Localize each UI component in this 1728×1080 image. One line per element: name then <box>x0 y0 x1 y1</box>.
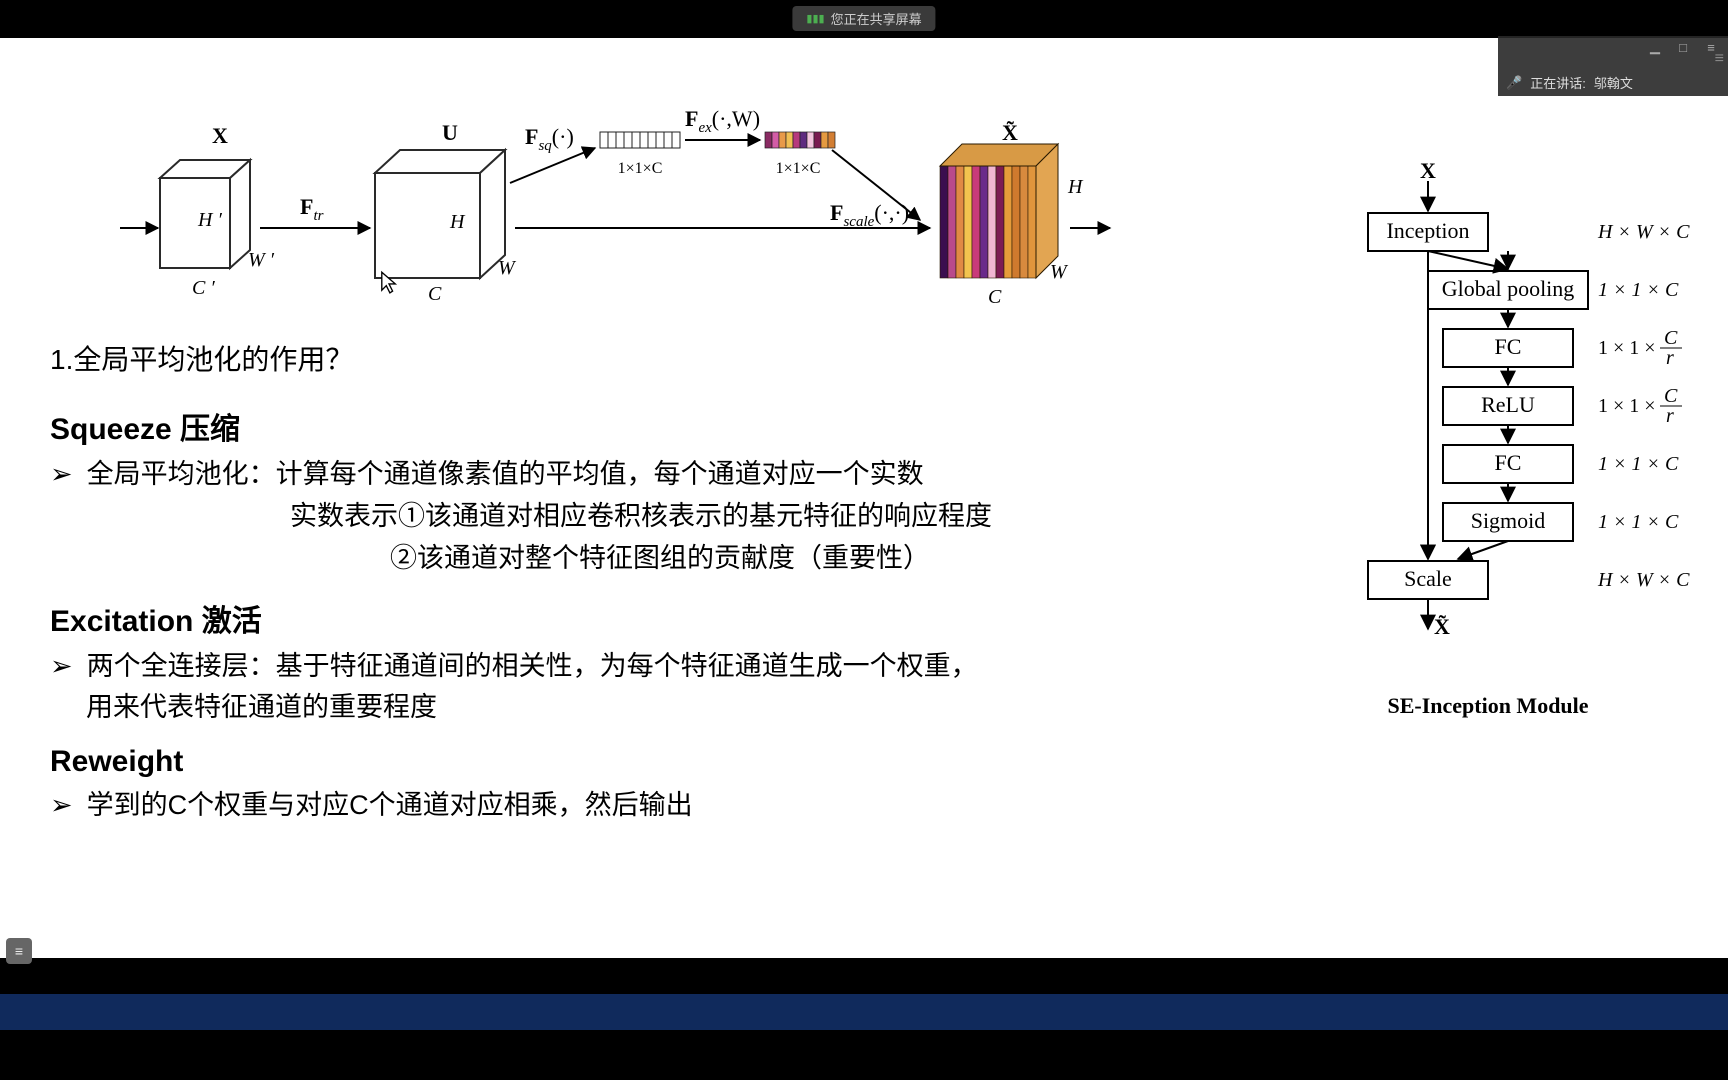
svg-text:H: H <box>1067 176 1084 198</box>
svg-text:r: r <box>1666 405 1674 427</box>
svg-text:FC: FC <box>1495 450 1522 475</box>
svg-text:W: W <box>1050 261 1069 283</box>
svg-text:W: W <box>498 257 517 279</box>
screen-share-badge: ▮▮▮ 您正在共享屏幕 <box>792 6 935 31</box>
cube-x-tilde <box>940 144 1058 278</box>
squeeze-vector <box>600 132 680 148</box>
maximize-icon[interactable]: □ <box>1674 40 1692 54</box>
question-1: 1.全局平均池化的作用？ <box>50 338 1200 378</box>
svg-text:C: C <box>988 286 1002 308</box>
svg-text:H ′: H ′ <box>197 209 222 231</box>
signal-icon: ▮▮▮ <box>806 12 824 25</box>
squeeze-title: Squeeze 压缩 <box>50 404 1200 448</box>
svg-text:Sigmoid: Sigmoid <box>1471 508 1546 533</box>
svg-text:1 × 1 × C: 1 × 1 × C <box>1598 511 1679 533</box>
svg-text:H × W × C: H × W × C <box>1597 569 1690 591</box>
svg-text:Ftr: Ftr <box>300 194 324 224</box>
svg-text:Fsq(·): Fsq(·) <box>525 124 574 154</box>
svg-text:C: C <box>428 283 442 305</box>
svg-text:X: X <box>212 123 228 148</box>
slide-footer-bar <box>0 994 1728 1030</box>
svg-text:r: r <box>1666 347 1674 369</box>
right-edge-menu-icon[interactable]: ≡ <box>1715 50 1724 68</box>
svg-text:1 × 1 ×: 1 × 1 × <box>1598 337 1656 359</box>
svg-text:U: U <box>442 120 458 145</box>
svg-text:Scale: Scale <box>1404 566 1452 591</box>
squeeze-bullet: ➢ 全局平均池化：计算每个通道像素值的平均值，每个通道对应一个实数 <box>50 454 1200 496</box>
se-inception-flowchart: X InceptionH × W × CGlobal pooling1 × 1 … <box>1298 153 1678 733</box>
svg-text:C ′: C ′ <box>192 277 215 299</box>
speaker-name: 邬翰文 <box>1594 73 1633 92</box>
reweight-title: Reweight <box>50 745 1200 779</box>
svg-text:C: C <box>1664 327 1678 349</box>
svg-text:1 × 1 × C: 1 × 1 × C <box>1598 453 1679 475</box>
svg-text:W ′: W ′ <box>248 249 275 271</box>
svg-text:1×1×C: 1×1×C <box>776 160 821 177</box>
mic-icon: 🎤 <box>1506 75 1522 91</box>
svg-text:ReLU: ReLU <box>1481 392 1535 417</box>
slide-body-text: 1.全局平均池化的作用？ Squeeze 压缩 ➢ 全局平均池化：计算每个通道像… <box>50 338 1200 827</box>
excitation-bullet: ➢ 两个全连接层：基于特征通道间的相关性，为每个特征通道生成一个权重， <box>50 646 1200 688</box>
svg-text:H × W × C: H × W × C <box>1597 221 1690 243</box>
share-text: 您正在共享屏幕 <box>831 9 922 28</box>
speaking-label: 正在讲话: <box>1530 73 1586 92</box>
svg-text:C: C <box>1664 385 1678 407</box>
svg-text:SE-Inception Module: SE-Inception Module <box>1387 693 1588 718</box>
svg-text:Fscale(·,·): Fscale(·,·) <box>830 200 909 230</box>
svg-text:1×1×C: 1×1×C <box>618 160 663 177</box>
svg-text:Global pooling: Global pooling <box>1442 276 1575 301</box>
excitation-vector <box>765 132 835 148</box>
svg-text:1 × 1 ×: 1 × 1 × <box>1598 395 1656 417</box>
presentation-slide: X H ′ W ′ C ′ Ftr U H W C Fsq(·) <box>0 38 1728 958</box>
reweight-bullet: ➢ 学到的C个权重与对应C个通道对应相乘，然后输出 <box>50 785 1200 827</box>
svg-text:1 × 1 × C: 1 × 1 × C <box>1598 279 1679 301</box>
svg-text:X: X <box>1420 158 1436 183</box>
cube-x: X H ′ W ′ C ′ <box>160 123 275 299</box>
side-panel-toggle[interactable]: ≡ <box>6 938 32 964</box>
cube-u: U H W C <box>375 120 517 305</box>
meeting-overlay: ▁ □ ≡ 🎤 正在讲话: 邬翰文 <box>1498 36 1728 96</box>
minimize-icon[interactable]: ▁ <box>1646 40 1664 54</box>
excitation-title: Excitation 激活 <box>50 596 1200 640</box>
svg-text:X̃: X̃ <box>1434 614 1450 639</box>
senet-pipeline-diagram: X H ′ W ′ C ′ Ftr U H W C Fsq(·) <box>120 88 1210 328</box>
svg-text:H: H <box>449 211 466 233</box>
svg-text:Inception: Inception <box>1386 218 1469 243</box>
svg-text:FC: FC <box>1495 334 1522 359</box>
svg-text:X̃: X̃ <box>1002 120 1018 145</box>
svg-text:Fex(·,W): Fex(·,W) <box>685 106 760 136</box>
